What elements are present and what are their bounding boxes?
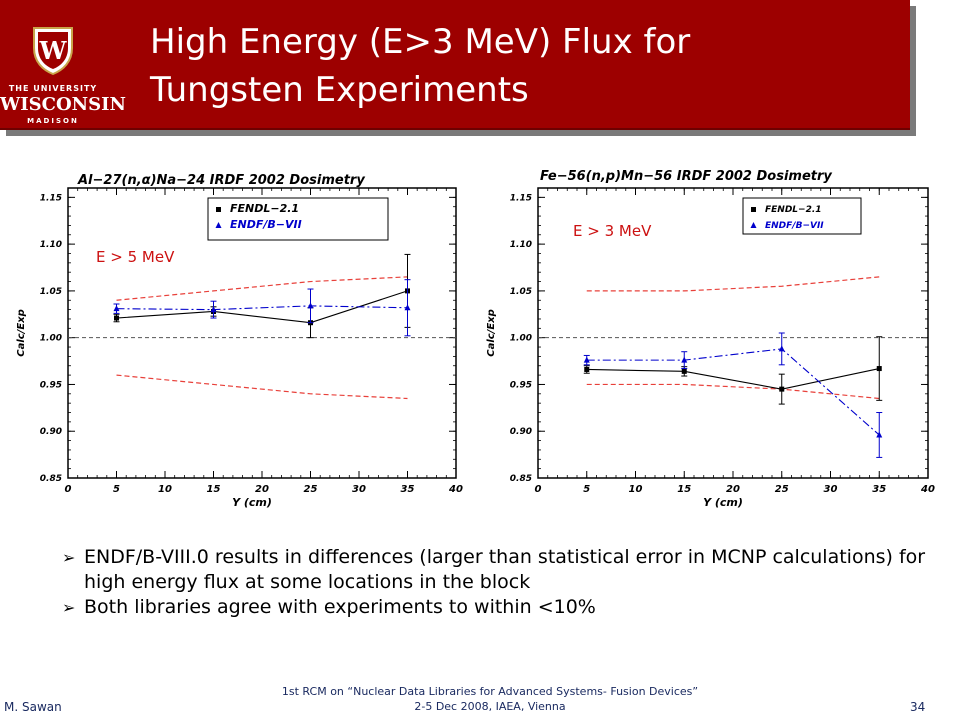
reference-line	[586, 383, 880, 400]
legend-label: ENDF/B−VII	[765, 221, 824, 231]
y-axis-label: Calc/Exp	[16, 309, 27, 357]
legend-marker	[216, 207, 221, 212]
chart-title: Fe−56(n,p)Mn−56 IRDF 2002 Dosimetry	[540, 169, 832, 184]
x-tick-label: 10	[158, 484, 172, 495]
series-line	[586, 368, 880, 390]
x-tick-label: 35	[401, 484, 415, 495]
crest-icon: W	[33, 27, 73, 76]
x-tick-label: 20	[726, 484, 740, 495]
bullet-item: ENDF/B-VIII.0 results in differences (la…	[62, 545, 942, 595]
legend-marker	[215, 222, 222, 228]
legend-box	[742, 197, 862, 235]
page-number: 34	[910, 700, 926, 714]
data-point	[876, 366, 882, 372]
legend-label: FENDL−2.1	[230, 202, 299, 215]
university-logo: W THE UNIVERSITY WISCONSIN MADISON	[0, 18, 135, 128]
y-tick-label: 1.00	[510, 334, 532, 344]
bullet-list: ENDF/B-VIII.0 results in differences (la…	[62, 545, 942, 620]
y-tick-label: 0.95	[510, 380, 532, 390]
y-tick-label: 0.85	[40, 474, 62, 484]
bullet-item: Both libraries agree with experiments to…	[62, 595, 942, 620]
footer-conference-line1: 1st RCM on “Nuclear Data Libraries for A…	[281, 685, 699, 698]
x-tick-label: 0	[535, 484, 542, 495]
footer-author: M. Sawan	[4, 700, 62, 714]
legend-label: ENDF/B−VII	[230, 218, 302, 231]
legend-marker	[750, 222, 757, 228]
data-point	[404, 304, 411, 311]
x-tick-label: 5	[583, 484, 590, 495]
data-point	[307, 302, 314, 309]
footer-conference: 1st RCM on “Nuclear Data Libraries for A…	[200, 684, 780, 714]
series-line	[116, 305, 408, 311]
x-tick-label: 30	[824, 484, 838, 495]
x-tick-label: 20	[255, 484, 269, 495]
x-tick-label: 25	[304, 484, 318, 495]
x-tick-label: 15	[677, 484, 691, 495]
y-tick-label: 1.15	[510, 193, 532, 203]
crest-letter: W	[39, 36, 68, 65]
y-tick-label: 1.10	[40, 240, 62, 250]
data-point	[113, 305, 120, 312]
x-tick-label: 5	[113, 484, 120, 495]
data-point	[681, 356, 688, 363]
data-point	[583, 356, 590, 363]
y-tick-label: 1.05	[40, 287, 62, 297]
x-tick-label: 0	[65, 484, 72, 495]
slide-title: High Energy (E>3 MeV) Flux for Tungsten …	[150, 18, 890, 114]
slide-title-line2: Tungsten Experiments	[150, 70, 529, 110]
x-axis-label: Y (cm)	[232, 496, 272, 509]
series-line	[586, 348, 880, 436]
data-point	[779, 386, 785, 392]
y-tick-label: 1.10	[510, 240, 532, 250]
x-tick-label: 30	[352, 484, 366, 495]
x-axis-label: Y (cm)	[703, 496, 743, 509]
x-tick-label: 35	[872, 484, 886, 495]
y-tick-label: 1.05	[510, 287, 532, 297]
legend-marker	[751, 207, 756, 212]
y-tick-label: 0.90	[40, 427, 62, 437]
logo-university-text: THE UNIVERSITY	[8, 84, 98, 93]
reference-line	[116, 374, 408, 400]
energy-annotation: E > 3 MeV	[573, 222, 652, 240]
y-tick-label: 1.00	[40, 334, 62, 344]
y-tick-label: 0.85	[510, 474, 532, 484]
x-tick-label: 10	[629, 484, 643, 495]
x-tick-label: 15	[207, 484, 221, 495]
data-point	[584, 366, 590, 372]
data-point	[210, 306, 217, 313]
logo-wisconsin-text: WISCONSIN	[0, 94, 126, 115]
energy-annotation: E > 5 MeV	[96, 248, 175, 266]
x-tick-label: 25	[775, 484, 789, 495]
x-tick-label: 40	[448, 484, 463, 495]
data-point	[778, 345, 785, 352]
chart-title: Al−27(n,α)Na−24 IRDF 2002 Dosimetry	[77, 173, 365, 188]
chart-al27: Al−27(n,α)Na−24 IRDF 2002 Dosimetry0.850…	[16, 173, 463, 509]
data-point	[876, 431, 883, 438]
y-tick-label: 1.15	[40, 193, 62, 203]
reference-line	[116, 276, 408, 301]
logo-madison-text: MADISON	[27, 117, 79, 125]
data-point	[114, 315, 119, 321]
legend-box	[207, 197, 389, 241]
slide-title-line1: High Energy (E>3 MeV) Flux for	[150, 22, 691, 62]
y-axis-label: Calc/Exp	[486, 309, 497, 357]
data-point	[681, 368, 687, 374]
x-tick-label: 40	[920, 484, 935, 495]
footer-conference-line2: 2-5 Dec 2008, IAEA, Vienna	[414, 700, 566, 713]
reference-line	[586, 276, 880, 292]
legend-label: FENDL−2.1	[765, 205, 822, 215]
chart-fe56: Fe−56(n,p)Mn−56 IRDF 2002 Dosimetry0.850…	[486, 169, 935, 509]
y-tick-label: 0.90	[510, 427, 532, 437]
y-tick-label: 0.95	[40, 380, 62, 390]
title-banner: W THE UNIVERSITY WISCONSIN MADISON High …	[0, 0, 910, 130]
